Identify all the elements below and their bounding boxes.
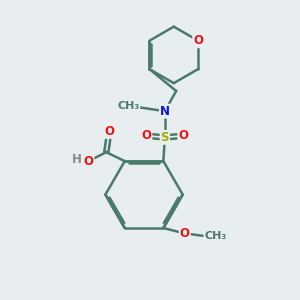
Text: O: O xyxy=(104,125,114,138)
Text: O: O xyxy=(141,129,152,142)
Text: O: O xyxy=(180,227,190,240)
Text: O: O xyxy=(83,154,94,168)
Text: O: O xyxy=(193,34,203,47)
Text: N: N xyxy=(160,105,170,118)
Text: CH₃: CH₃ xyxy=(204,231,226,241)
Text: O: O xyxy=(178,129,188,142)
Text: H: H xyxy=(72,153,82,166)
Text: S: S xyxy=(160,131,169,144)
Text: CH₃: CH₃ xyxy=(117,101,140,111)
